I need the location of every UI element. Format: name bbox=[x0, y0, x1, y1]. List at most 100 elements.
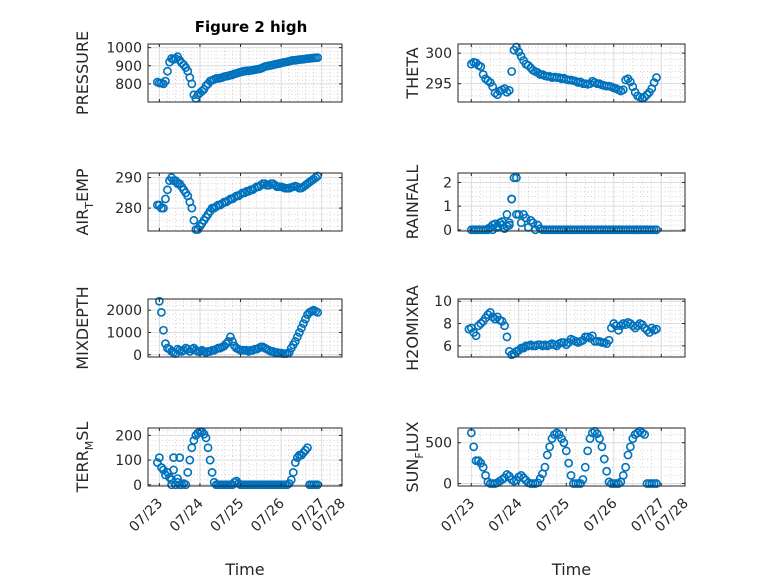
data-point bbox=[519, 473, 528, 483]
data-point bbox=[564, 458, 574, 468]
data-point bbox=[207, 468, 217, 477]
y-tick-label: 280 bbox=[115, 201, 142, 217]
data-point bbox=[313, 53, 323, 62]
data-point bbox=[478, 70, 488, 79]
y-tick-label: 2 bbox=[443, 175, 452, 191]
x-axis-label: Time bbox=[551, 560, 591, 579]
x-tick-label: 07/26 bbox=[248, 495, 288, 535]
y-tick-label: 8 bbox=[443, 317, 452, 333]
data-point bbox=[264, 180, 274, 190]
data-point bbox=[578, 475, 588, 484]
data-point bbox=[483, 224, 493, 234]
y-tick-label: 1000 bbox=[106, 325, 142, 341]
data-point bbox=[497, 316, 507, 326]
data-point bbox=[161, 339, 170, 349]
data-point bbox=[270, 180, 280, 190]
data-point bbox=[514, 345, 524, 355]
data-point bbox=[512, 42, 521, 52]
data-point bbox=[502, 210, 512, 219]
data-point bbox=[478, 462, 488, 472]
y-axis-label: PRESSURE bbox=[73, 31, 92, 115]
data-point bbox=[225, 332, 235, 342]
y-axis-label: SUNFLUX bbox=[403, 421, 426, 492]
y-tick-label: 1000 bbox=[106, 41, 142, 57]
y-tick-label: 0 bbox=[443, 477, 452, 493]
data-point bbox=[647, 323, 657, 333]
data-point bbox=[290, 458, 300, 467]
y-tick-label: 6 bbox=[443, 339, 452, 355]
axes-frame bbox=[147, 427, 343, 487]
data-point bbox=[485, 307, 495, 317]
y-tick-label: 0 bbox=[443, 223, 452, 239]
subplot-air_temp: 280 290 AIRTEMP bbox=[73, 168, 343, 236]
data-point bbox=[185, 455, 195, 465]
data-point bbox=[561, 446, 571, 456]
y-tick-label: 1 bbox=[443, 199, 452, 215]
data-point bbox=[197, 86, 207, 96]
axes-frame bbox=[147, 298, 343, 358]
data-point bbox=[476, 62, 486, 71]
x-tick-label: 07/23 bbox=[126, 496, 166, 536]
data-point bbox=[167, 480, 176, 490]
data-point bbox=[292, 332, 302, 342]
data-point bbox=[512, 210, 521, 219]
subplot-h2omixra: 6 8 10 H2OMIXRA bbox=[403, 285, 686, 371]
data-point bbox=[625, 442, 635, 452]
y-tick-label: 200 bbox=[115, 428, 142, 444]
data-point bbox=[187, 203, 197, 213]
data-point bbox=[156, 463, 166, 472]
data-point bbox=[493, 221, 502, 231]
data-point bbox=[183, 344, 193, 354]
data-point bbox=[521, 213, 531, 223]
data-point bbox=[502, 332, 512, 342]
data-point bbox=[649, 78, 659, 87]
x-tick-label: 07/26 bbox=[581, 495, 621, 535]
y-tick-label: 295 bbox=[425, 77, 452, 93]
data-point bbox=[159, 325, 168, 335]
data-point bbox=[169, 453, 178, 463]
data-point bbox=[290, 336, 300, 346]
data-point bbox=[618, 85, 628, 95]
x-tick-label: 07/25 bbox=[208, 496, 248, 536]
data-point bbox=[507, 194, 517, 204]
data-point bbox=[540, 462, 550, 472]
data-point bbox=[161, 194, 170, 204]
data-point bbox=[311, 173, 321, 182]
data-point bbox=[545, 442, 555, 452]
data-point bbox=[630, 323, 640, 333]
data-point bbox=[256, 180, 266, 190]
data-point bbox=[504, 86, 514, 95]
data-point bbox=[169, 465, 178, 475]
data-point bbox=[616, 321, 626, 331]
data-point bbox=[288, 468, 298, 477]
data-point bbox=[652, 73, 661, 82]
axes-frame bbox=[457, 172, 686, 232]
data-point bbox=[183, 468, 193, 477]
data-point bbox=[189, 435, 199, 445]
x-tick-label: 07/25 bbox=[533, 496, 573, 536]
data-point bbox=[301, 314, 310, 324]
data-point bbox=[181, 480, 191, 490]
y-axis-label: AIRTEMP bbox=[73, 168, 96, 235]
data-point bbox=[201, 433, 211, 443]
data-point bbox=[516, 218, 526, 228]
data-point bbox=[618, 470, 628, 480]
y-tick-label: 0 bbox=[133, 348, 142, 364]
data-point bbox=[512, 173, 521, 183]
data-point bbox=[303, 443, 312, 453]
data-point bbox=[604, 335, 614, 345]
y-axis-label: RAINFALL bbox=[403, 165, 422, 240]
data-point bbox=[640, 92, 650, 102]
data-point bbox=[559, 438, 569, 448]
axes-frame bbox=[457, 427, 686, 487]
x-tick-label: 07/23 bbox=[438, 496, 478, 536]
data-point bbox=[485, 78, 495, 87]
data-point bbox=[652, 324, 661, 334]
data-point bbox=[516, 470, 526, 480]
data-point bbox=[504, 220, 514, 230]
y-tick-label: 10 bbox=[434, 294, 452, 310]
figure-title: Figure 2 high bbox=[195, 18, 308, 36]
axes-frame bbox=[457, 43, 686, 103]
